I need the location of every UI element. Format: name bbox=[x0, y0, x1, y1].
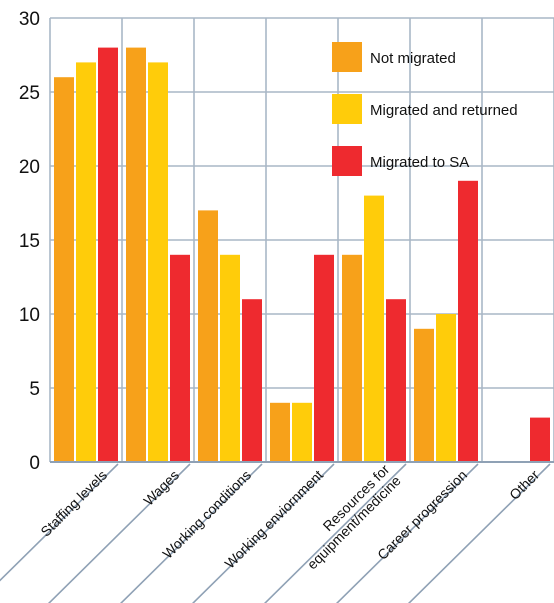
bar bbox=[314, 254, 334, 462]
bar bbox=[126, 47, 146, 462]
legend-label: Migrated and returned bbox=[370, 102, 518, 119]
bar bbox=[76, 62, 96, 463]
bar bbox=[98, 47, 118, 462]
bar bbox=[54, 77, 74, 462]
legend: Not migrated Migrated and returned Migrate… bbox=[332, 42, 518, 176]
x-category-text: Other bbox=[506, 467, 542, 503]
legend-swatch bbox=[332, 42, 362, 72]
legend-swatch bbox=[332, 146, 362, 176]
bar bbox=[436, 314, 456, 462]
bar bbox=[148, 62, 168, 463]
category-leader-line bbox=[263, 463, 407, 603]
bar bbox=[530, 417, 550, 462]
bar bbox=[342, 254, 362, 462]
category-leader-line bbox=[119, 463, 263, 603]
y-tick-label: 30 bbox=[19, 9, 40, 30]
x-category-label: Wages bbox=[140, 467, 182, 509]
legend-label: Not migrated bbox=[370, 50, 456, 67]
category-leader-line bbox=[191, 463, 335, 603]
y-tick-label: 20 bbox=[19, 157, 40, 178]
category-leader-line bbox=[47, 463, 191, 603]
category-leader-line bbox=[0, 463, 119, 582]
bar bbox=[170, 254, 190, 462]
gridlines bbox=[49, 17, 554, 463]
category-leader-line bbox=[335, 463, 479, 603]
legend-label: Migrated to SA bbox=[370, 154, 469, 171]
x-category-text: Staffing levels bbox=[37, 467, 110, 540]
y-tick-label: 10 bbox=[19, 305, 40, 326]
bar bbox=[386, 299, 406, 462]
y-tick-label: 0 bbox=[29, 453, 40, 474]
x-category-label: Staffing levels bbox=[37, 467, 110, 540]
y-tick-label: 15 bbox=[19, 231, 40, 252]
legend-swatch bbox=[332, 94, 362, 124]
bar bbox=[198, 210, 218, 462]
bar bbox=[292, 402, 312, 462]
bar bbox=[414, 328, 434, 462]
bars bbox=[54, 47, 550, 463]
y-tick-label: 25 bbox=[19, 83, 40, 104]
category-leader-line bbox=[407, 463, 551, 603]
bar bbox=[458, 180, 478, 463]
bar bbox=[242, 299, 262, 462]
y-axis-tick-labels: 0 5 10 15 20 25 30 bbox=[19, 9, 40, 474]
x-category-text: Wages bbox=[140, 467, 182, 509]
y-tick-label: 5 bbox=[29, 379, 40, 400]
bar bbox=[270, 402, 290, 462]
x-category-label: Other bbox=[506, 467, 542, 503]
bar bbox=[220, 254, 240, 462]
bar bbox=[364, 195, 384, 462]
